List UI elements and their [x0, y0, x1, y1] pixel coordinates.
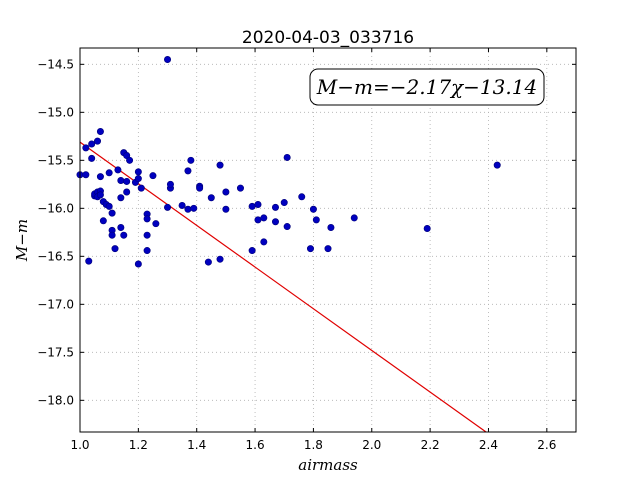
data-point [248, 202, 256, 210]
data-point [184, 205, 192, 213]
data-point [96, 173, 104, 181]
data-point [260, 238, 268, 246]
y-axis-label: M−m [13, 219, 31, 262]
grid [80, 48, 576, 432]
data-point [143, 231, 151, 239]
data-point [222, 188, 230, 196]
x-tick-label: 1.0 [70, 438, 89, 452]
fit-line [79, 141, 487, 433]
data-point [184, 167, 192, 175]
y-tick-label: −17.5 [37, 345, 74, 359]
data-point [280, 199, 288, 207]
x-tick-label: 2.2 [421, 438, 440, 452]
data-point [123, 177, 131, 185]
data-point [493, 161, 501, 169]
y-tick-label: −16.5 [37, 249, 74, 263]
data-point [283, 153, 291, 161]
data-point [260, 214, 268, 222]
data-point [152, 220, 160, 228]
data-point [117, 176, 125, 184]
data-point [350, 214, 358, 222]
y-tick-label: −17.0 [37, 297, 74, 311]
data-point [137, 184, 145, 192]
x-tick-label: 2.0 [362, 438, 381, 452]
data-point [178, 201, 186, 209]
y-tick-label: −15.0 [37, 105, 74, 119]
data-point [143, 215, 151, 223]
data-point [114, 166, 122, 174]
x-tick-label: 1.8 [304, 438, 323, 452]
x-tick-label: 1.4 [187, 438, 206, 452]
data-point [120, 231, 128, 239]
data-point [108, 209, 116, 217]
fit-equation-frame [309, 68, 545, 106]
data-point [216, 161, 224, 169]
data-point [105, 169, 113, 177]
data-point [82, 171, 90, 179]
data-point [143, 247, 151, 255]
data-point [134, 260, 142, 268]
data-point [149, 172, 157, 180]
data-point [94, 137, 102, 145]
data-point [423, 224, 431, 232]
data-point [111, 245, 119, 253]
data-point [82, 144, 90, 152]
chart-title: 2020-04-03_033716 [242, 28, 414, 48]
x-axis-label: airmass [298, 456, 358, 474]
fit-line-layer [79, 141, 487, 433]
data-point [236, 184, 244, 192]
data-point [222, 205, 230, 213]
data-point [309, 205, 317, 213]
data-point [123, 188, 131, 196]
data-point [254, 216, 262, 224]
data-point [196, 184, 204, 192]
x-tick-label: 1.2 [129, 438, 148, 452]
axis-ticks: 1.0 1.2 1.4 1.6 1.8 2.0 2.2 2.4 2.6 −14.5 −15.0 −15… [37, 48, 576, 452]
y-tick-label: −15.5 [37, 153, 74, 167]
data-point [85, 257, 93, 265]
data-point [88, 140, 96, 148]
data-point [216, 255, 224, 263]
data-point [134, 168, 142, 176]
data-point [324, 245, 332, 253]
scatter-points [76, 56, 501, 268]
data-point [254, 200, 262, 208]
data-point [134, 175, 142, 183]
data-point [99, 217, 107, 225]
data-point [190, 204, 198, 212]
data-point [166, 180, 174, 188]
data-point [164, 203, 172, 211]
data-point [271, 218, 279, 226]
x-tick-label: 2.6 [537, 438, 556, 452]
y-tick-label: −16.0 [37, 201, 74, 215]
x-tick-label: 2.4 [479, 438, 498, 452]
data-point [108, 231, 116, 239]
data-point [283, 223, 291, 231]
y-tick-label: −18.0 [37, 393, 74, 407]
data-point [298, 193, 306, 201]
data-point [327, 224, 335, 232]
x-tick-label: 1.6 [246, 438, 265, 452]
data-point [96, 191, 104, 199]
fit-equation-box: M−m=−2.17χ−13.14 [309, 68, 545, 106]
data-point [164, 56, 172, 64]
data-point [88, 154, 96, 162]
data-point [117, 224, 125, 232]
plot-frame [79, 47, 577, 433]
data-point [312, 216, 320, 224]
data-point [306, 245, 314, 253]
y-tick-label: −14.5 [37, 57, 74, 71]
data-point [204, 258, 212, 266]
data-point [271, 203, 279, 211]
data-point [248, 247, 256, 255]
data-point [117, 194, 125, 202]
data-point [187, 156, 195, 164]
data-point [126, 156, 134, 164]
fit-equation: M−m=−2.17χ−13.14 [316, 75, 537, 99]
data-point [96, 128, 104, 136]
data-point [207, 194, 215, 202]
data-point [105, 202, 113, 210]
